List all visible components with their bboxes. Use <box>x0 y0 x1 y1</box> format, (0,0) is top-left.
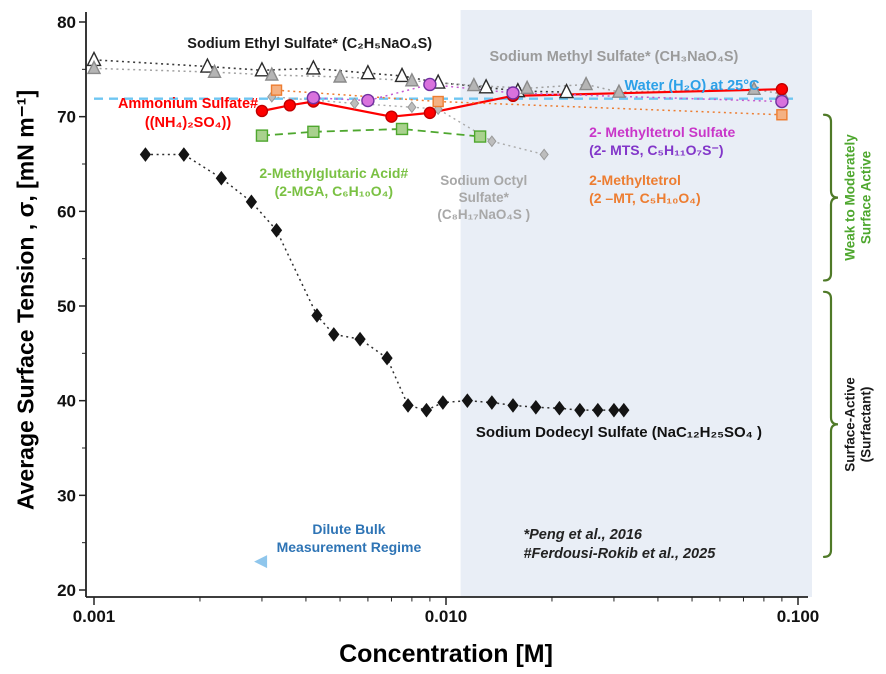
sodium-dodecyl-sulfate-point <box>354 331 366 347</box>
sodium-dodecyl-sulfate-point <box>530 399 542 415</box>
x-axis-title: Concentration [M] <box>339 640 553 668</box>
sodium-dodecyl-sulfate-point <box>139 147 152 162</box>
sodium-ethyl-sulfate-point <box>199 57 216 73</box>
y-axis-title: Average Surface Tension , σ, [mN m⁻¹] <box>12 89 39 511</box>
x-tick-label: 0.001 <box>73 607 116 626</box>
shaded-region <box>460 10 812 597</box>
sodium-ethyl-sulfate-point <box>478 78 494 94</box>
sodium-dodecyl-sulfate-point <box>592 402 604 418</box>
ammonium-sulfate-point <box>385 110 398 123</box>
arrow-head-icon <box>254 555 268 569</box>
sodium-dodecyl-sulfate-point <box>420 402 433 418</box>
sodium-dodecyl-sulfate-point <box>553 400 566 416</box>
ammonium-sulfate-point <box>775 83 789 96</box>
series-line-sodium-ethyl-sulfate <box>93 59 567 93</box>
sodium-dodecyl-sulfate-point <box>507 398 519 413</box>
y-tick-label: 40 <box>57 392 76 411</box>
sodium-dodecyl-sulfate-point <box>270 222 283 238</box>
sodium-dodecyl-sulfate-point <box>618 402 630 418</box>
x-tick-label: 0.010 <box>425 607 468 626</box>
sodium-ethyl-sulfate-point <box>558 83 575 99</box>
sodium-dodecyl-sulfate-point <box>486 395 498 410</box>
sodium-dodecyl-sulfate-point <box>608 402 620 418</box>
sodium-dodecyl-sulfate-point <box>311 308 323 323</box>
2-methyltetrol-sulfate-point <box>775 94 789 109</box>
sodium-dodecyl-sulfate-point <box>381 350 393 366</box>
sodium-methyl-sulfate-point <box>264 66 279 81</box>
y-tick-label: 50 <box>57 297 76 316</box>
x-tick-label: 0.100 <box>777 607 820 626</box>
sodium-octyl-sulfate-point <box>349 97 360 110</box>
y-tick-label: 30 <box>57 486 76 505</box>
ammonium-sulfate-point <box>283 99 297 112</box>
sodium-methyl-sulfate-point <box>611 83 627 98</box>
2-methyltetrol-point <box>270 84 283 96</box>
2-methyltetrol-point <box>432 95 444 108</box>
2-methylglutaric-acid-point <box>255 129 269 142</box>
sodium-ethyl-sulfate-point <box>305 59 322 75</box>
sodium-dodecyl-sulfate-point <box>402 398 414 413</box>
weak-to-moderately-brace-icon <box>822 113 839 282</box>
2-methyltetrol-point <box>776 109 788 121</box>
sodium-methyl-sulfate-point <box>404 72 420 87</box>
y-tick-label: 60 <box>57 202 76 221</box>
sodium-dodecyl-sulfate-point <box>215 170 227 186</box>
sodium-ethyl-sulfate-point <box>254 61 270 77</box>
2-methylglutaric-acid-point <box>307 125 320 139</box>
y-tick-label: 70 <box>57 108 76 127</box>
2-methyltetrol-sulfate-point <box>306 91 321 105</box>
sodium-dodecyl-sulfate-point <box>437 395 449 410</box>
2-methylglutaric-acid-point <box>395 122 409 136</box>
surfactant-brace-icon <box>822 290 839 558</box>
sodium-dodecyl-sulfate-point <box>328 327 340 342</box>
sodium-methyl-sulfate-point <box>466 76 482 92</box>
sodium-ethyl-sulfate-point <box>360 64 376 80</box>
sodium-ethyl-sulfate-point <box>394 66 410 83</box>
sodium-methyl-sulfate-point <box>519 79 535 95</box>
sodium-octyl-sulfate-point <box>539 148 549 161</box>
sodium-methyl-sulfate-point <box>86 59 102 75</box>
y-tick-label: 20 <box>57 581 76 600</box>
sodium-methyl-sulfate-point <box>332 68 348 83</box>
series-line-2-methylglutaric-acid <box>261 128 481 138</box>
sodium-methyl-sulfate-point <box>207 63 222 78</box>
ammonium-sulfate-point <box>255 104 269 118</box>
ammonium-sulfate-point <box>423 106 437 120</box>
sodium-methyl-sulfate-point <box>578 76 594 91</box>
sodium-octyl-sulfate-point <box>487 135 497 148</box>
2-methyltetrol-sulfate-point <box>361 93 375 108</box>
sodium-dodecyl-sulfate-point <box>574 402 586 418</box>
2-methylglutaric-acid-point <box>473 130 487 143</box>
y-tick-label: 80 <box>57 13 76 32</box>
2-methyltetrol-sulfate-point <box>423 77 437 92</box>
sodium-dodecyl-sulfate-point <box>245 194 258 210</box>
sodium-methyl-sulfate-point <box>746 80 762 96</box>
sodium-dodecyl-sulfate-point <box>461 393 473 408</box>
sodium-octyl-sulfate-point <box>407 101 417 114</box>
2-methyltetrol-sulfate-point <box>506 86 520 100</box>
sodium-dodecyl-sulfate-point <box>178 147 190 162</box>
